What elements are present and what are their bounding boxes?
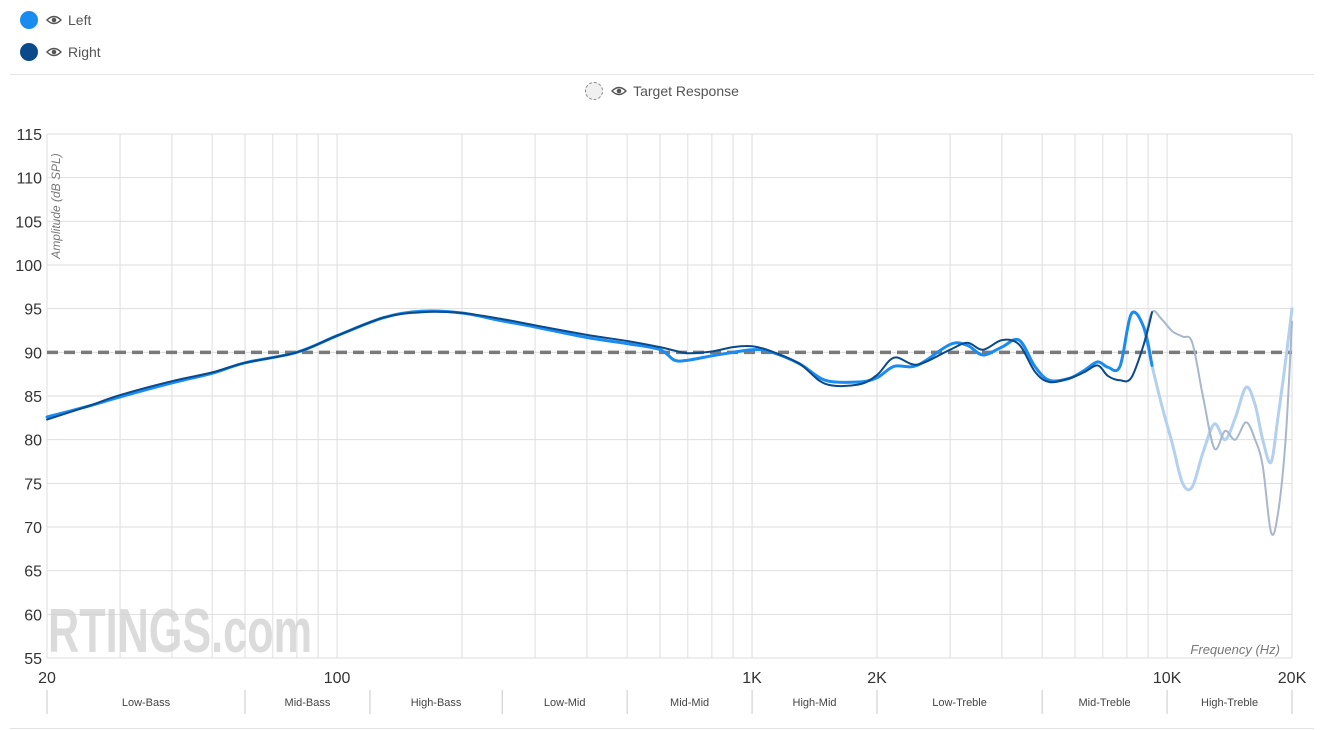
x-axis-label: Frequency (Hz)	[1190, 642, 1280, 657]
band-label: Low-Treble	[932, 697, 987, 709]
series-right-faded-line	[1143, 310, 1293, 536]
legend-item-target[interactable]: Target Response	[0, 79, 1324, 103]
series-left-faded-line	[1142, 307, 1294, 492]
left-color-dot[interactable]	[20, 11, 38, 29]
y-tick-label: 75	[24, 476, 42, 493]
y-tick-label: 115	[16, 127, 42, 144]
y-tick-label: 65	[24, 564, 42, 581]
y-tick-label: 95	[24, 302, 42, 319]
legend-label-left: Left	[68, 12, 92, 28]
series-layer	[45, 307, 1294, 536]
y-tick-label: 105	[15, 214, 42, 231]
band-label: Low-Mid	[544, 697, 586, 709]
y-tick-label: 70	[24, 520, 42, 537]
eye-icon[interactable]	[611, 85, 628, 97]
y-tick-label: 100	[15, 258, 42, 275]
legend-item-right[interactable]: Right	[20, 40, 101, 64]
y-tick-label: 85	[24, 389, 42, 406]
band-label: Low-Bass	[122, 697, 171, 709]
legend-label-right: Right	[68, 44, 101, 60]
x-tick-label: 10K	[1153, 670, 1182, 687]
y-tick-label: 60	[24, 607, 42, 624]
eye-icon[interactable]	[46, 46, 62, 58]
y-tick-label: 80	[24, 433, 42, 450]
label-layer: 55 60 65 70 75 80 85 90 95 100 105 110 115 Amplitude …	[15, 127, 1306, 687]
series-left-line	[45, 309, 1154, 419]
x-tick-label: 20	[38, 670, 56, 687]
eye-icon[interactable]	[46, 14, 62, 26]
y-tick-label: 55	[24, 651, 42, 668]
legend-item-left[interactable]: Left	[20, 8, 91, 32]
band-label: Mid-Bass	[285, 697, 331, 709]
x-tick-label: 2K	[867, 670, 887, 687]
legend-divider	[10, 74, 1314, 75]
x-tick-label: 1K	[742, 670, 762, 687]
y-axis-label: Amplitude (dB SPL)	[49, 153, 63, 259]
x-tick-label: 100	[324, 670, 351, 687]
x-tick-label: 20K	[1278, 670, 1307, 687]
band-layer: Low-Bass Mid-Bass High-Bass Low-Mid Mid-Mid H…	[46, 690, 1293, 714]
y-tick-label: 90	[24, 345, 42, 362]
series-right-line	[46, 310, 1153, 421]
band-label: High-Mid	[793, 697, 837, 709]
grid-layer	[46, 133, 1293, 659]
watermark: RTINGS.com	[48, 597, 312, 666]
band-label: Mid-Treble	[1079, 697, 1131, 709]
band-label: High-Treble	[1201, 697, 1258, 709]
band-label: High-Bass	[411, 697, 462, 709]
legend-label-target: Target Response	[633, 83, 739, 99]
y-tick-label: 110	[16, 171, 42, 188]
right-color-dot[interactable]	[20, 43, 38, 61]
target-toggle-dot[interactable]	[585, 82, 604, 100]
band-label: Mid-Mid	[670, 697, 709, 709]
bottom-divider	[10, 728, 1314, 729]
